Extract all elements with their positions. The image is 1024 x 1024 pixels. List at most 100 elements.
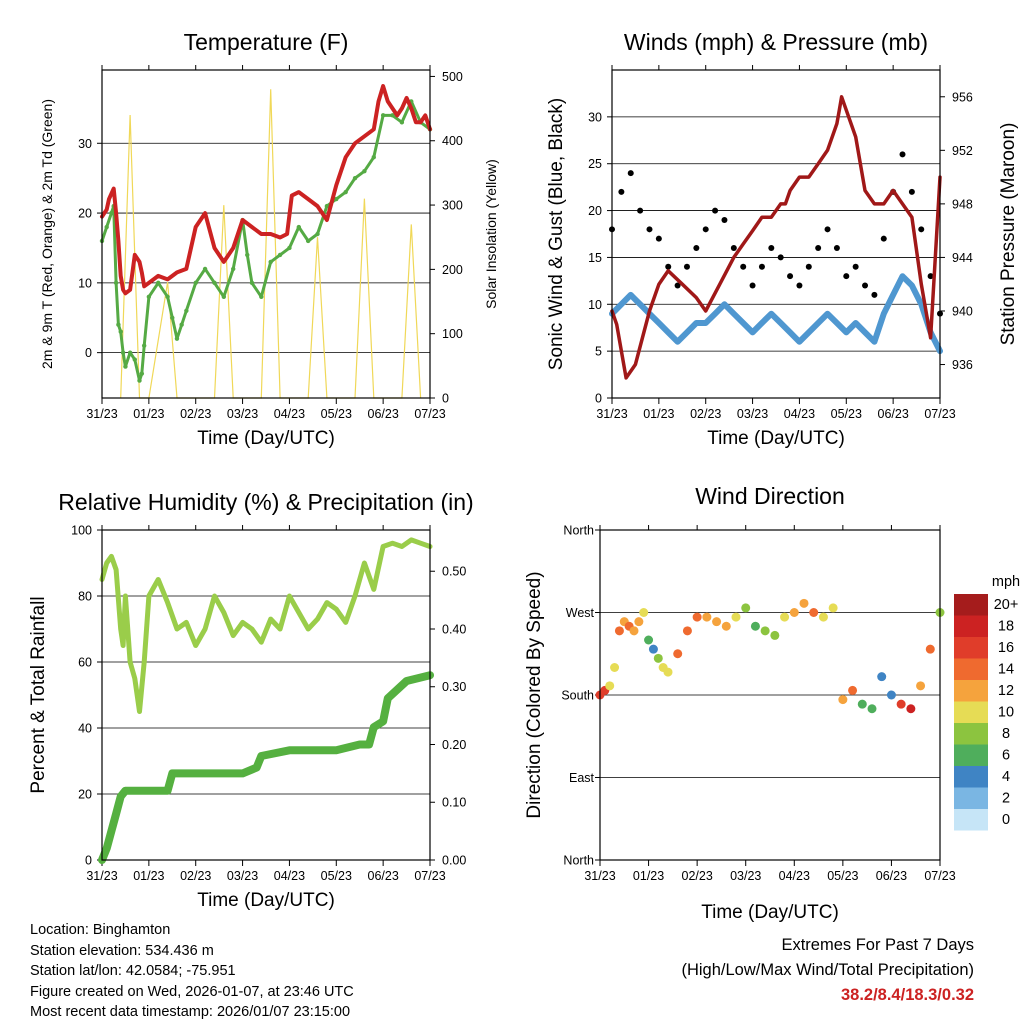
dewpoint-point-44 (399, 120, 405, 125)
ytick-label-2-3: 60 (78, 656, 92, 670)
direction-point-8 (634, 617, 644, 627)
direction-point-41 (925, 644, 935, 654)
direction-point-31 (828, 603, 838, 613)
y-axis-label-3: Direction (Colored By Speed) (524, 571, 545, 818)
colorbar-swatch-3 (954, 658, 988, 680)
direction-point-33 (848, 685, 858, 695)
recent-data-text: Most recent data timestamp: 2026/01/07 2… (30, 1004, 351, 1020)
direction-point-17 (692, 612, 702, 622)
colorbar-label-3: 14 (998, 662, 1014, 678)
gust-point-26 (852, 263, 859, 270)
dewpoint-point-14 (146, 294, 152, 300)
y-axis-label-2: Percent & Total Rainfall (28, 596, 49, 793)
ytick-label-1-3: 15 (588, 251, 602, 265)
xtick-label-0-7: 07/23 (414, 407, 445, 421)
direction-point-27 (789, 608, 799, 617)
colorbar-swatch-9 (954, 787, 988, 809)
direction-point-23 (750, 621, 760, 631)
gust-point-20 (796, 282, 803, 289)
ytick-label-2-4: 80 (78, 590, 92, 604)
dewpoint-point-41 (371, 155, 376, 160)
y2-axis-label-0: Solar Insolation (Yellow) (483, 159, 499, 309)
gust-point-10 (702, 226, 709, 233)
dewpoint-point-38 (343, 189, 348, 195)
latlon-text: Station lat/lon: 42.0584; -75.951 (30, 963, 236, 979)
xtick-label-2-1: 01/23 (133, 869, 164, 883)
xtick-label-2-2: 02/23 (180, 869, 211, 883)
dir-xtick-label-7: 07/23 (924, 869, 955, 883)
direction-point-22 (741, 603, 751, 613)
x-axis-label-3: Time (Day/UTC) (701, 902, 839, 923)
extremes-subtitle: (High/Low/Max Wind/Total Precipitation) (681, 961, 974, 979)
xtick-label-0-0: 31/23 (86, 407, 117, 421)
dewpoint-point-2 (109, 210, 114, 216)
xtick-label-2-6: 06/23 (368, 869, 399, 883)
gust-point-17 (768, 245, 775, 252)
ytick-label-0-2: 20 (78, 207, 92, 221)
dewpoint-point-34 (305, 238, 311, 244)
direction-point-12 (653, 653, 663, 663)
extremes-values: 38.2/8.4/18.3/0.32 (840, 986, 974, 1004)
dir-xtick-label-1: 01/23 (633, 869, 664, 883)
dewpoint-point-43 (390, 113, 395, 118)
direction-point-7 (629, 626, 639, 636)
dewpoint-point-31 (277, 252, 283, 258)
xtick-label-0-5: 05/23 (321, 407, 352, 421)
gust-point-23 (824, 226, 831, 233)
ytick-label-2-0: 0 (85, 854, 92, 868)
gust-point-5 (655, 235, 662, 242)
colorbar-label-4: 12 (998, 683, 1014, 699)
xtick-label-2-5: 05/23 (321, 869, 352, 883)
precipitation-line (98, 671, 434, 864)
xtick-label-1-5: 05/23 (831, 407, 862, 421)
ytick-label-0-0: 0 (85, 346, 92, 360)
plot-border-0 (101, 69, 431, 399)
dir-xtick-label-4: 04/23 (779, 869, 810, 883)
dewpoint-point-23 (212, 280, 217, 286)
direction-point-34 (857, 699, 867, 709)
dir-ytick-label-1: East (569, 771, 595, 785)
dewpoint-point-8 (123, 364, 128, 369)
colorbar-label-8: 4 (1002, 769, 1010, 785)
gust-point-34 (927, 273, 934, 280)
dewpoint-point-6 (118, 329, 123, 334)
direction-point-3 (610, 663, 620, 672)
dewpoint-point-17 (170, 315, 175, 320)
colorbar-swatch-10 (954, 809, 988, 831)
colorbar-swatch-2 (954, 637, 988, 659)
chart-title-2: Relative Humidity (%) & Precipitation (i… (58, 489, 473, 515)
gust-point-18 (777, 254, 784, 261)
dir-ytick-label-3: West (566, 606, 595, 620)
direction-point-16 (682, 626, 692, 636)
y2-axis-label-1: Station Pressure (Maroon) (998, 123, 1019, 346)
y2tick-label-0-3: 300 (442, 199, 463, 213)
y2tick-label-1-0: 936 (952, 358, 973, 372)
gust-point-8 (683, 263, 690, 270)
direction-point-38 (896, 699, 906, 709)
direction-point-18 (702, 612, 712, 622)
direction-point-4 (614, 626, 624, 636)
dewpoint-point-24 (221, 294, 227, 300)
xtick-label-0-2: 02/23 (180, 407, 211, 421)
gust-point-33 (918, 226, 925, 233)
dir-ytick-label-0: North (563, 854, 594, 868)
xtick-label-0-1: 01/23 (133, 407, 164, 421)
xtick-label-0-4: 04/23 (274, 407, 305, 421)
xtick-label-1-0: 31/23 (596, 407, 627, 421)
temperature-line (100, 84, 432, 296)
station-info: Location: Binghamton Station elevation: … (30, 920, 354, 1023)
ytick-label-2-5: 100 (71, 524, 92, 538)
direction-point-30 (818, 612, 828, 622)
gust-point-32 (908, 188, 915, 195)
y2tick-label-0-4: 400 (442, 134, 463, 148)
dir-ytick-label-2: South (561, 689, 594, 703)
xtick-label-1-6: 06/23 (878, 407, 909, 421)
xtick-label-1-3: 03/23 (737, 407, 768, 421)
gust-point-2 (627, 170, 634, 177)
gust-point-7 (674, 282, 681, 289)
elevation-text: Station elevation: 534.436 m (30, 942, 214, 959)
chart-title-3: Wind Direction (695, 483, 845, 509)
y2tick-label-0-0: 0 (442, 392, 449, 406)
gust-point-15 (749, 282, 756, 289)
